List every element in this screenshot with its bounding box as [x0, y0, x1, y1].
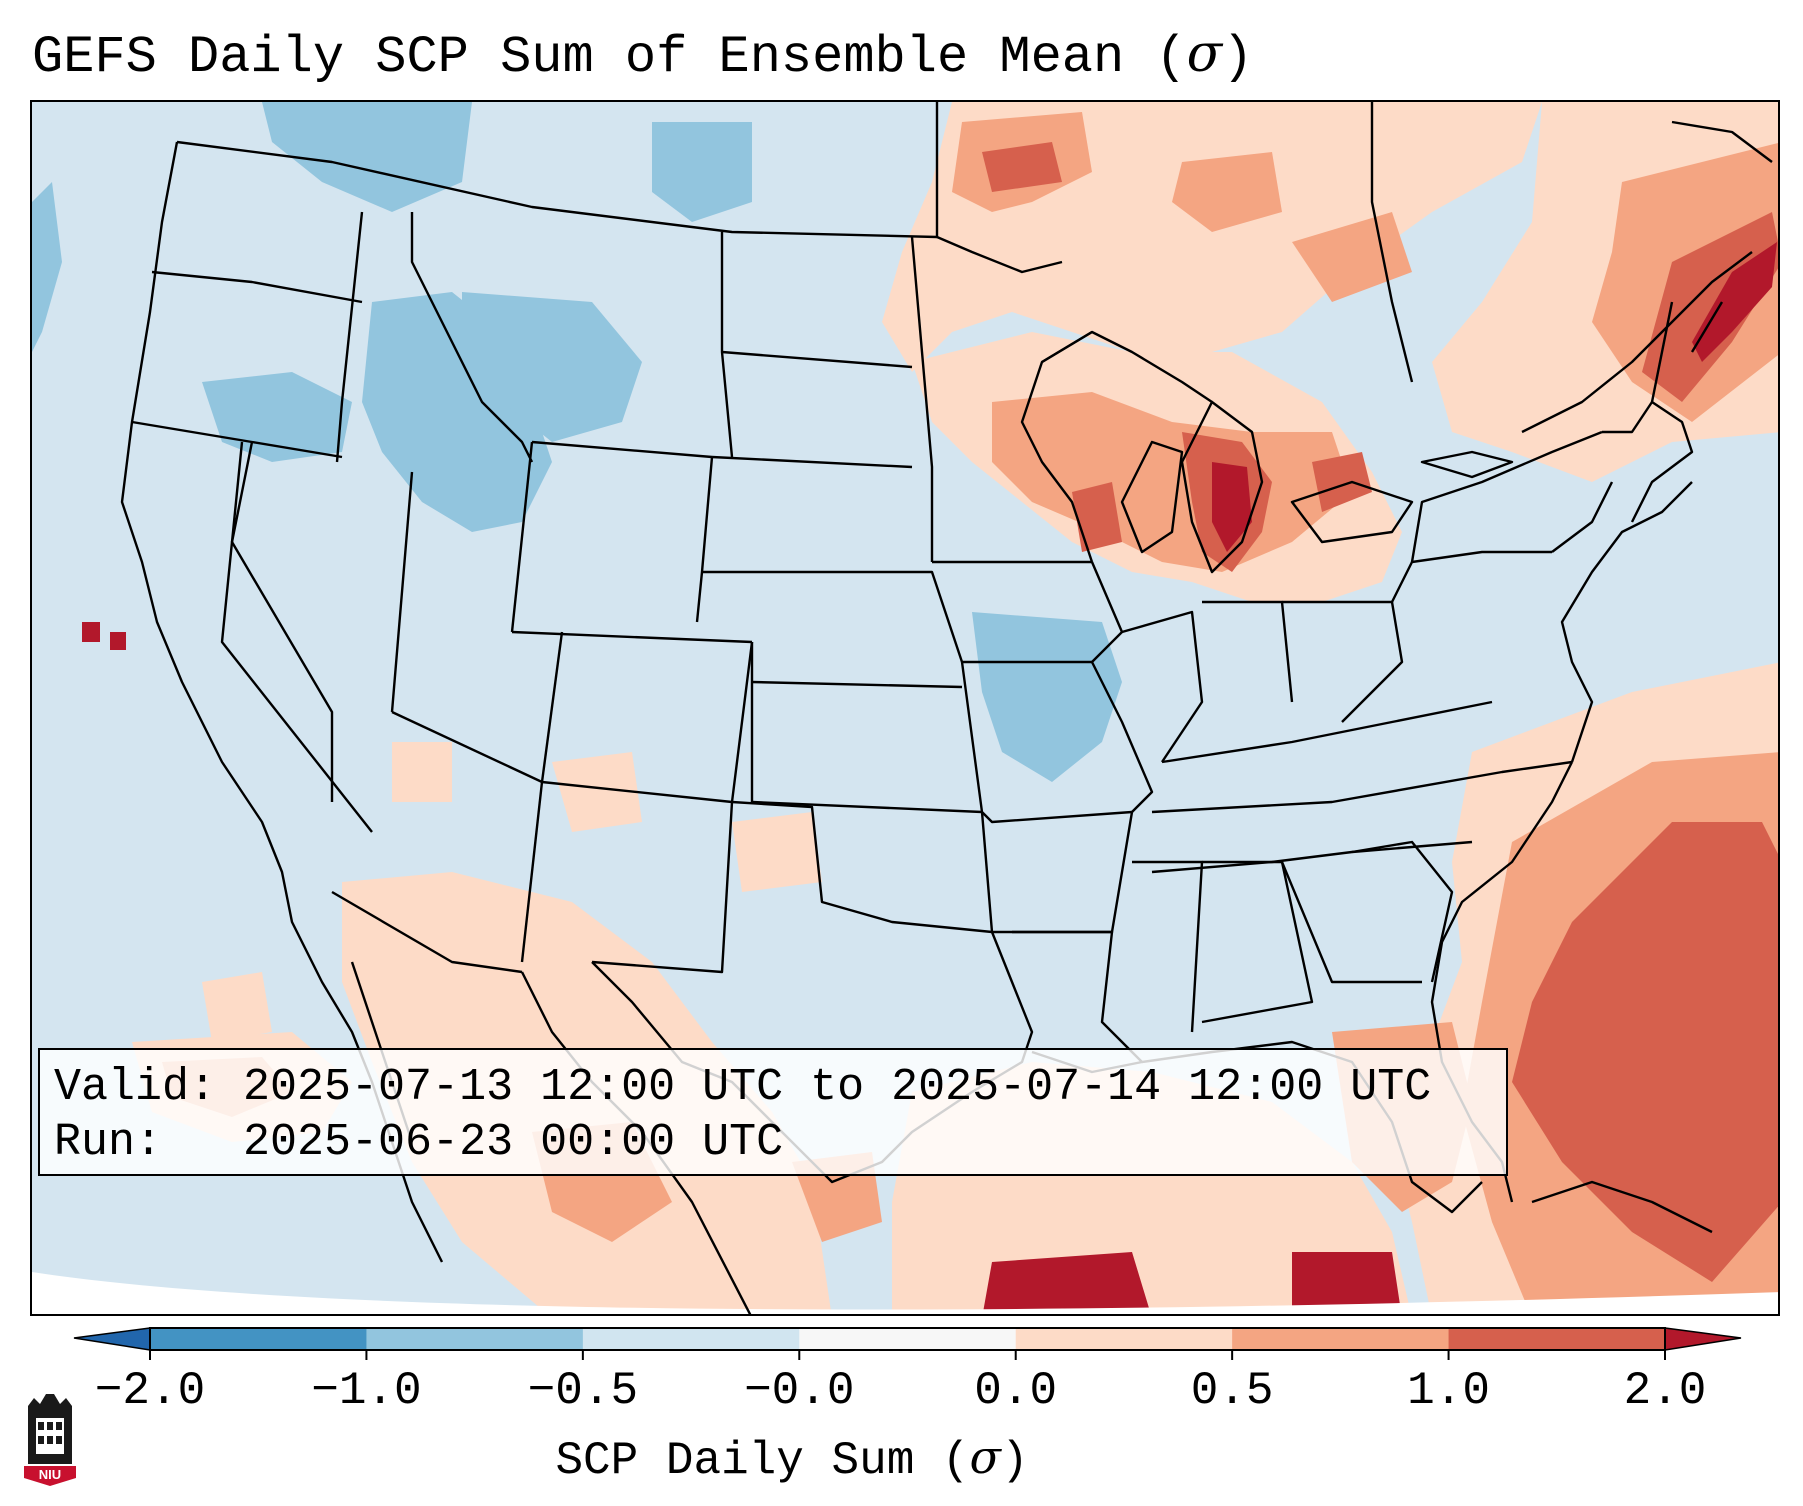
anomaly-canada-north-med	[952, 112, 1412, 302]
colorbar	[73, 1327, 1742, 1360]
colorbar-tick-label: −0.5	[527, 1365, 639, 1417]
colorbar-outline	[149, 1327, 1666, 1351]
chart-title: GEFS Daily SCP Sum of Ensemble Mean (σ)	[32, 24, 1254, 87]
niu-logo: NIU	[20, 1392, 80, 1492]
anomaly-atlantic-strong	[1512, 822, 1778, 1282]
valid-run-info-box: Valid: 2025-07-13 12:00 UTC to 2025-07-1…	[38, 1048, 1508, 1176]
colorbar-tick-label: 1.0	[1407, 1365, 1490, 1417]
run-time-text: Run: 2025-06-23 00:00 UTC	[54, 1117, 784, 1168]
anomaly-caribbean-max	[982, 1252, 1402, 1314]
anomaly-newengland-max	[1692, 242, 1777, 362]
colorbar-bin	[1448, 1328, 1666, 1350]
valid-time-text: Valid: 2025-07-13 12:00 UTC to 2025-07-1…	[54, 1062, 1432, 1113]
colorbar-bin	[799, 1328, 1017, 1350]
colorbar-tick-marks	[149, 1350, 1666, 1360]
colorbar-tick-label: 0.5	[1190, 1365, 1274, 1417]
colorbar-tick-label: −0.0	[744, 1365, 855, 1417]
colorbar-label: SCP Daily Sum (σ)	[555, 1430, 1029, 1487]
colorbar-tick-label: 2.0	[1623, 1365, 1707, 1417]
colorbar-bin	[366, 1328, 584, 1350]
colorbar-under-arrow	[73, 1327, 151, 1351]
out-of-domain-corner	[32, 1272, 1778, 1314]
state-outlines	[120, 102, 1773, 1314]
anomaly-montana-below	[462, 292, 642, 442]
anomaly-pacific-below	[32, 182, 62, 352]
niu-logo-icon: NIU	[24, 1394, 76, 1486]
colorbar-tick-label: −2.0	[94, 1365, 206, 1417]
colorbar-bin	[1232, 1328, 1450, 1350]
colorbar-bin	[1015, 1328, 1233, 1350]
anomaly-canada-west-below	[262, 102, 752, 222]
anomaly-northeast-strong	[1642, 212, 1778, 402]
colorbar-tick-label: 0.0	[974, 1365, 1058, 1417]
colorbar-bins	[150, 1328, 1666, 1350]
anomaly-offshore-dots	[82, 622, 126, 650]
colorbar-bin	[582, 1328, 800, 1350]
anomaly-missouri-below	[972, 612, 1122, 782]
anomaly-scattered-warm	[202, 742, 822, 1042]
colorbar-bin	[150, 1328, 367, 1350]
colorbar-over-arrow	[1664, 1327, 1742, 1351]
anomaly-canada-north-strong	[982, 142, 1062, 192]
svg-text:NIU: NIU	[39, 1467, 61, 1482]
anomaly-michigan-max	[1212, 462, 1252, 552]
colorbar-tick-label: −1.0	[311, 1365, 422, 1417]
